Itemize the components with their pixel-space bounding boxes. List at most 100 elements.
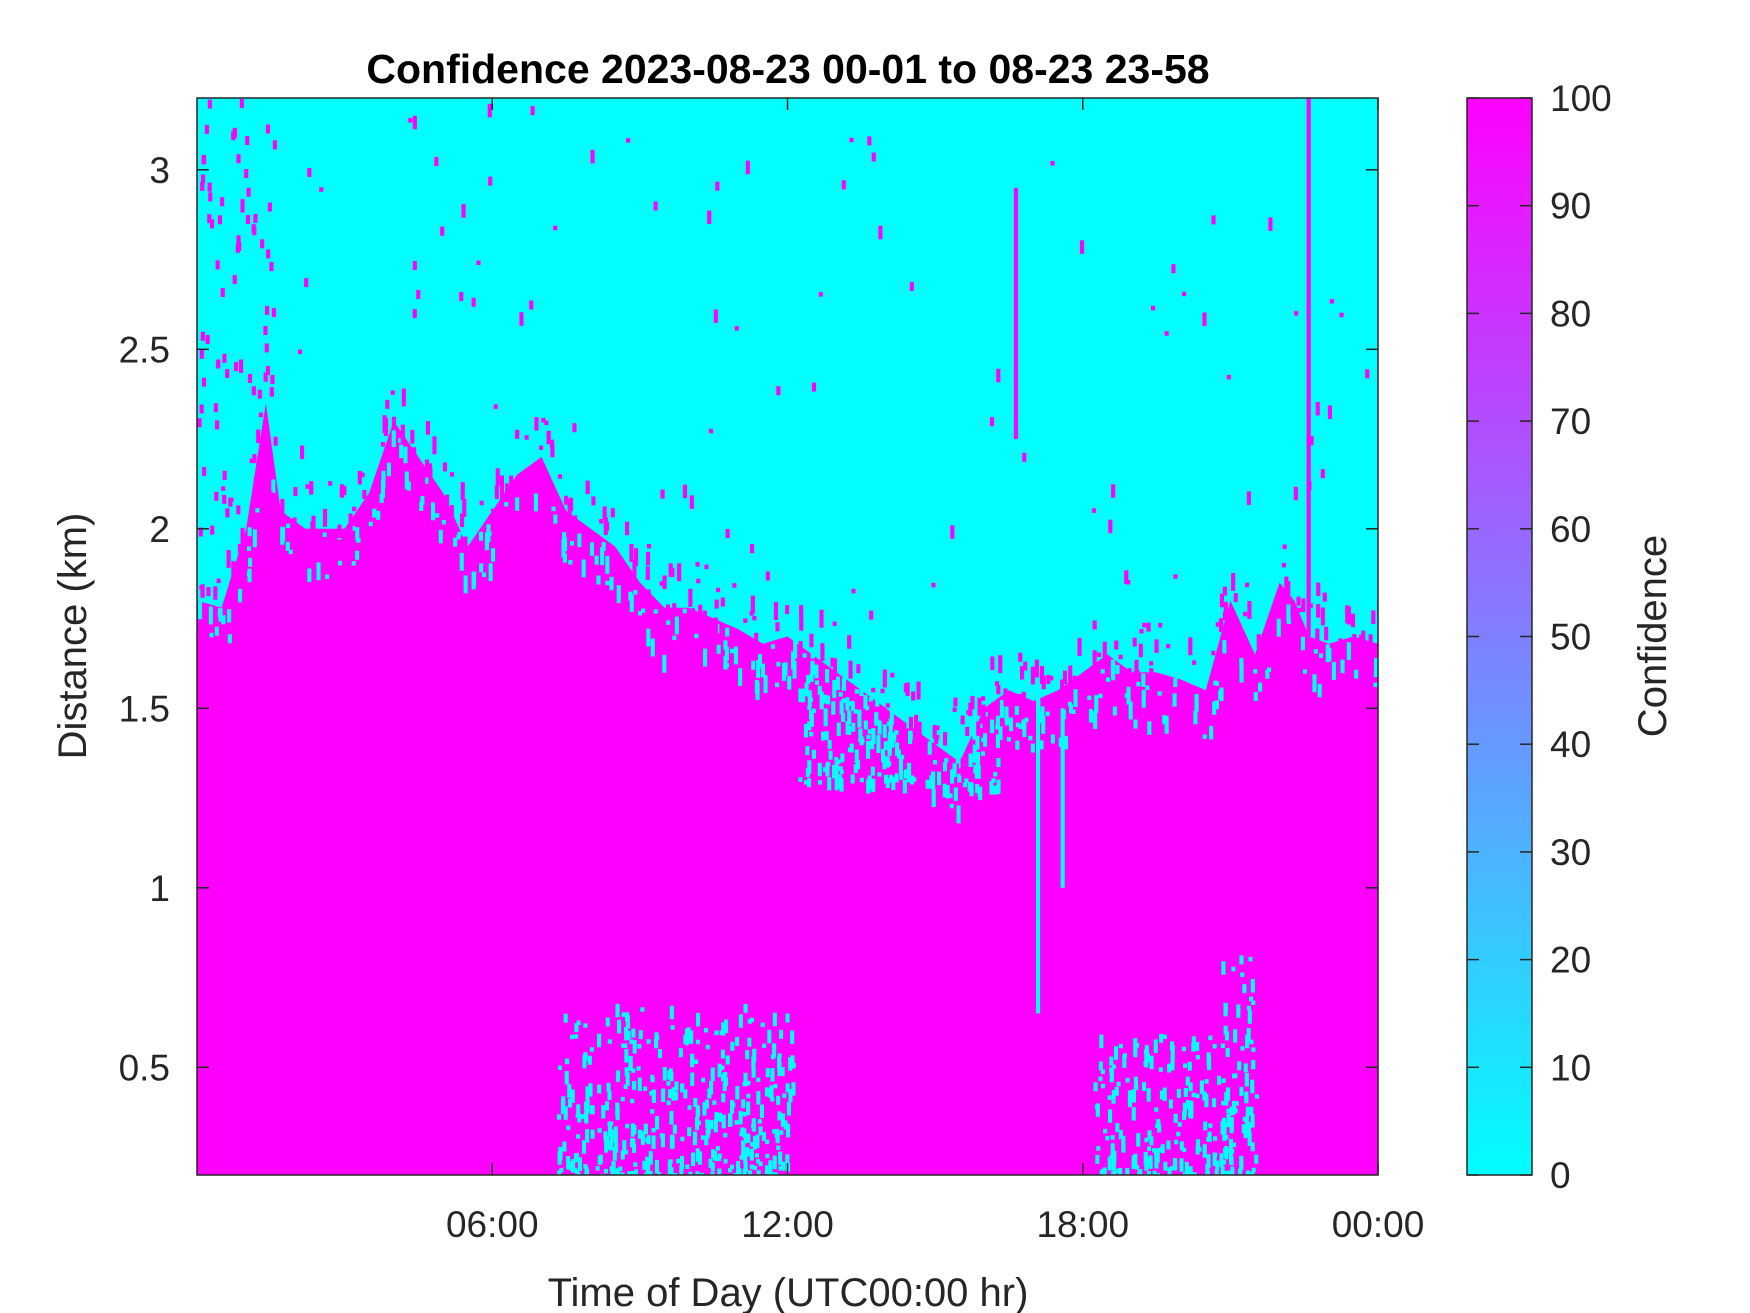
patch-cell xyxy=(615,1003,620,1018)
patch-cell xyxy=(741,1142,746,1156)
speckle-cell xyxy=(328,481,333,486)
speckle-cell xyxy=(1223,601,1228,620)
patch-cell xyxy=(770,1068,775,1082)
speckle-cell xyxy=(757,654,762,668)
patch-cell xyxy=(660,1133,665,1148)
speckle-cell xyxy=(841,686,846,691)
patch-cell xyxy=(1118,1174,1123,1175)
speckle-cell xyxy=(265,305,270,315)
speckle-cell xyxy=(1373,682,1378,688)
speckle-cell xyxy=(703,648,708,667)
patch-cell xyxy=(588,1083,593,1097)
patch-cell xyxy=(835,779,840,789)
speckle-cell xyxy=(493,404,498,409)
streak xyxy=(1060,708,1065,888)
patch-cell xyxy=(894,773,899,783)
speckle-cell xyxy=(1346,642,1351,661)
patch-cell xyxy=(993,772,998,777)
patch-cell xyxy=(577,1157,582,1171)
patch-cell xyxy=(1191,1092,1196,1098)
patch-cell xyxy=(1214,1169,1219,1175)
colorbar-tick-label: 80 xyxy=(1550,293,1591,334)
speckle-cell xyxy=(562,553,567,563)
patch-cell xyxy=(806,675,811,684)
patch-cell xyxy=(686,1027,691,1041)
patch-cell xyxy=(576,1104,581,1114)
speckle-cell xyxy=(564,495,569,505)
patch-cell xyxy=(623,1084,628,1089)
patch-cell xyxy=(859,682,864,696)
patch-cell xyxy=(562,1147,567,1152)
speckle-cell xyxy=(412,115,417,130)
speckle-cell xyxy=(1133,670,1138,689)
patch-cell xyxy=(888,774,893,780)
speckle-cell xyxy=(682,484,687,499)
patch-cell xyxy=(776,1145,781,1150)
speckle-cell xyxy=(977,697,982,716)
speckle-cell xyxy=(325,574,330,579)
patch-cell xyxy=(712,1100,717,1105)
speckle-cell xyxy=(1318,653,1323,658)
patch-cell xyxy=(730,1164,735,1170)
speckle-cell xyxy=(1192,660,1197,665)
speckle-cell xyxy=(386,462,391,477)
patch-cell xyxy=(1231,966,1236,972)
patch-cell xyxy=(1131,1089,1136,1103)
speckle-cell xyxy=(1182,291,1187,297)
speckle-cell xyxy=(280,526,285,545)
patch-cell xyxy=(937,771,942,786)
patch-cell xyxy=(709,1080,714,1095)
speckle-cell xyxy=(1345,605,1350,624)
patch-cell xyxy=(902,779,907,794)
speckle-cell xyxy=(1060,679,1065,698)
patch-cell xyxy=(875,697,880,707)
patch-cell xyxy=(1205,1163,1210,1175)
patch-cell xyxy=(1223,1025,1228,1035)
patch-cell xyxy=(834,762,839,776)
patch-cell xyxy=(722,1082,727,1092)
patch-cell xyxy=(705,1119,710,1129)
speckle-cell xyxy=(690,608,695,618)
patch-cell xyxy=(733,1172,738,1175)
patch-cell xyxy=(765,1068,770,1078)
speckle-cell xyxy=(725,529,730,538)
speckle-cell xyxy=(1014,706,1019,715)
speckle-cell xyxy=(733,646,738,665)
patch-cell xyxy=(679,1165,684,1175)
speckle-cell xyxy=(1194,694,1199,712)
patch-cell xyxy=(1192,1172,1197,1175)
speckle-cell xyxy=(953,697,958,707)
speckle-cell xyxy=(1301,605,1306,610)
speckle-cell xyxy=(420,496,425,505)
speckle-cell xyxy=(1147,721,1152,735)
speckle-cell xyxy=(866,740,871,759)
speckle-cell xyxy=(1172,693,1177,707)
patch-cell xyxy=(996,779,1001,794)
patch-cell xyxy=(1170,1056,1175,1071)
speckle-cell xyxy=(339,488,344,498)
speckle-cell xyxy=(198,527,203,537)
patch-cell xyxy=(884,633,889,647)
patch-cell xyxy=(777,1056,782,1071)
patch-cell xyxy=(807,778,812,788)
speckle-cell xyxy=(207,214,212,224)
patch-cell xyxy=(654,1159,659,1174)
patch-cell xyxy=(871,778,876,793)
speckle-cell xyxy=(214,491,219,501)
patch-cell xyxy=(1207,1131,1212,1141)
x-axis-ticks: 06:00 12:00 18:00 00:00 xyxy=(446,98,1424,1245)
patch-cell xyxy=(827,776,832,791)
speckle-cell xyxy=(204,124,209,134)
speckle-cell xyxy=(629,594,634,612)
speckle-cell xyxy=(562,532,567,550)
speckle-cell xyxy=(749,611,754,616)
patch-cell xyxy=(807,721,812,731)
speckle-cell xyxy=(293,487,298,497)
patch-cell xyxy=(746,1101,751,1116)
speckle-cell xyxy=(247,527,252,537)
patch-cell xyxy=(605,1017,610,1027)
speckle-cell xyxy=(996,685,1001,695)
speckle-cell xyxy=(459,292,464,301)
patch-cell xyxy=(764,1087,769,1097)
speckle-cell xyxy=(754,632,759,647)
